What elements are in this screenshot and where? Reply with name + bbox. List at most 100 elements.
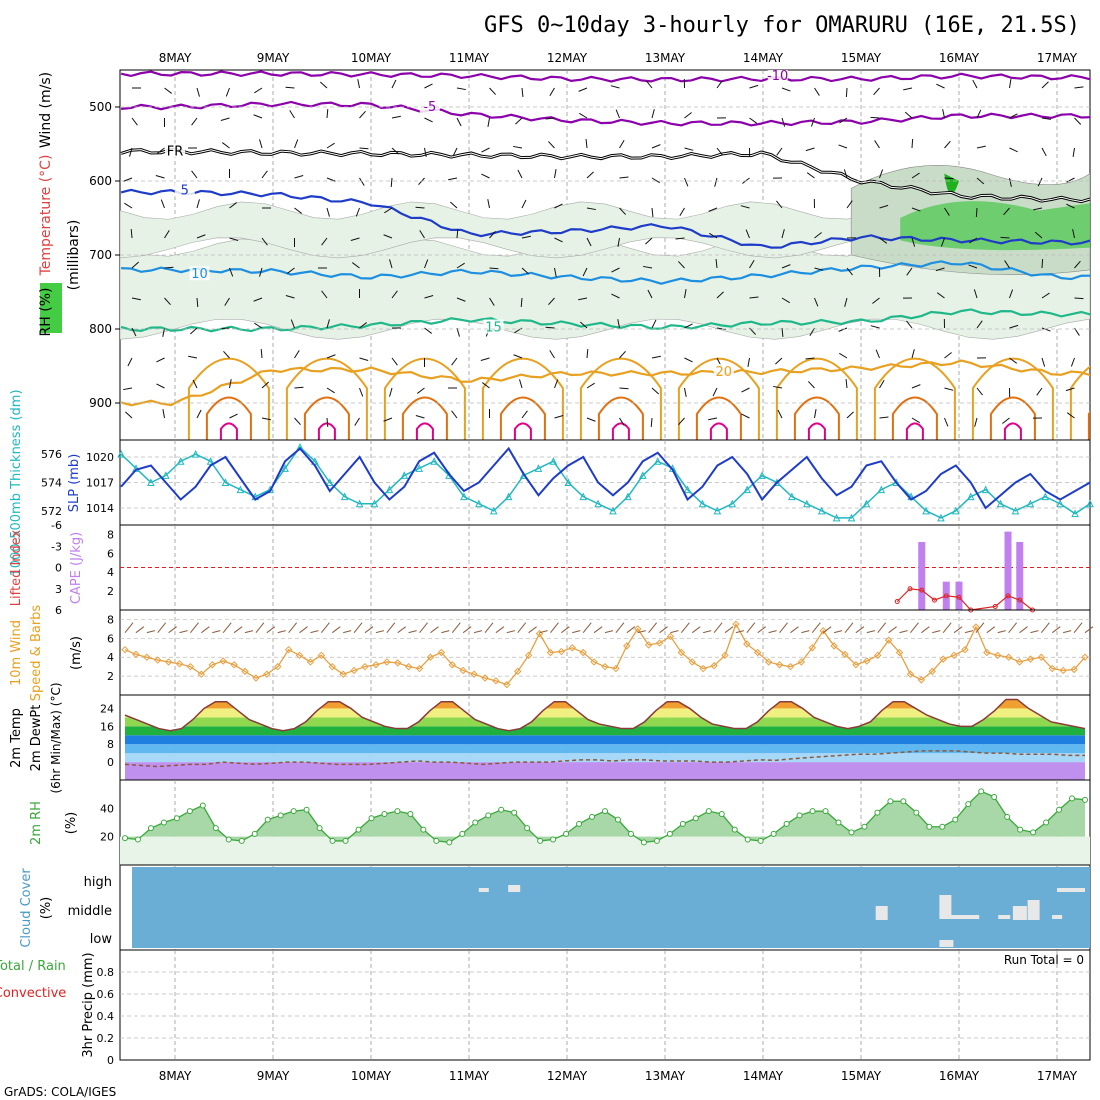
cloud-gap bbox=[1052, 915, 1063, 919]
wind-barb bbox=[1074, 297, 1084, 300]
thickness-point bbox=[117, 450, 125, 458]
isotherm-20-loop bbox=[579, 357, 662, 440]
wind-speed-point bbox=[481, 674, 489, 682]
rh-point bbox=[965, 801, 972, 808]
wind-barb-10m bbox=[899, 630, 908, 634]
isotherm-FR-inner bbox=[120, 148, 1090, 203]
rh-point bbox=[952, 816, 959, 823]
temp-tick-label: 16 bbox=[100, 720, 114, 733]
wind-barb bbox=[1041, 327, 1051, 332]
rh-point bbox=[134, 836, 141, 843]
wind-barb-10m bbox=[615, 622, 625, 633]
thickness-point bbox=[281, 464, 289, 472]
x-tick-bottom: 8MAY bbox=[159, 1069, 192, 1083]
rh-point bbox=[537, 837, 544, 844]
wind-barb bbox=[879, 416, 889, 419]
wind-speed-point bbox=[394, 659, 402, 667]
wind-barb-10m bbox=[124, 622, 134, 633]
temp-band bbox=[125, 744, 1085, 754]
slp-line bbox=[120, 446, 1091, 510]
wind-barb bbox=[969, 237, 978, 244]
wind-barb bbox=[196, 87, 200, 97]
wind-barb bbox=[357, 79, 360, 89]
wind-barb bbox=[651, 355, 661, 359]
rh-point bbox=[199, 802, 206, 809]
wind-barb bbox=[777, 409, 783, 419]
wind-speed-point bbox=[1070, 665, 1078, 674]
wind-barb bbox=[294, 350, 300, 359]
rh-point bbox=[822, 808, 829, 815]
rh-point bbox=[251, 830, 258, 837]
thickness-point bbox=[743, 485, 751, 494]
wind-barb bbox=[487, 117, 490, 127]
wind-speed-point bbox=[895, 648, 904, 657]
rh-point bbox=[744, 836, 751, 843]
contour-label-bg bbox=[165, 143, 185, 158]
wind-barb bbox=[480, 357, 490, 361]
wind-barb bbox=[451, 410, 458, 419]
wind-barb bbox=[1009, 289, 1014, 299]
wind-speed-point bbox=[1004, 653, 1013, 661]
lifted-index-line bbox=[896, 588, 1033, 611]
thickness-point bbox=[653, 457, 662, 465]
wind-barb bbox=[415, 206, 425, 209]
wind-speed-point bbox=[1015, 658, 1024, 666]
wind-barb bbox=[678, 417, 685, 426]
wind-barb-10m bbox=[964, 630, 974, 634]
wind-barb-10m bbox=[331, 626, 341, 634]
wind-barb bbox=[781, 229, 785, 239]
wind-barb bbox=[1066, 177, 1075, 183]
wind-barb bbox=[164, 266, 174, 269]
wind-barb bbox=[677, 261, 685, 269]
wind-barb bbox=[253, 114, 263, 119]
wind-barb bbox=[749, 296, 759, 299]
wind-barb bbox=[259, 139, 263, 149]
wind-barb bbox=[903, 87, 913, 91]
side-label-rh: RH (%) bbox=[38, 288, 54, 337]
wind-barb-10m bbox=[255, 622, 265, 633]
wind-barb bbox=[911, 349, 915, 359]
contour-label-bg bbox=[189, 266, 210, 281]
wind-label-1: 10m Wind bbox=[9, 620, 24, 686]
wind-barb bbox=[976, 145, 986, 149]
wind-barb bbox=[776, 147, 783, 156]
wind-barb-10m bbox=[157, 622, 167, 633]
contour-label-10: 10 bbox=[191, 267, 208, 282]
lifted-index-point bbox=[1017, 597, 1023, 603]
wind-barb-10m bbox=[277, 630, 286, 634]
wind-barb-10m bbox=[703, 630, 712, 634]
rh-point bbox=[381, 811, 388, 817]
wind-barb bbox=[776, 200, 783, 209]
rh-point bbox=[238, 837, 245, 844]
wind-barb bbox=[975, 207, 978, 218]
wind-barb bbox=[229, 413, 238, 419]
wind-barb-10m bbox=[1030, 630, 1039, 634]
cape-tick-label: 2 bbox=[107, 585, 114, 598]
wind-barb bbox=[578, 87, 588, 92]
wind-barb bbox=[805, 357, 815, 360]
wind-barb bbox=[456, 327, 460, 337]
wind-barb bbox=[911, 172, 920, 179]
wind-barb bbox=[224, 297, 230, 306]
rh-point bbox=[666, 830, 673, 837]
temp-band bbox=[125, 753, 1085, 763]
wind-barb bbox=[160, 199, 165, 209]
cape-tick-label: 6 bbox=[107, 547, 114, 560]
rh-point bbox=[524, 825, 531, 832]
wind-barb bbox=[838, 144, 848, 149]
wind-barb-10m bbox=[222, 622, 232, 633]
run-total: Run Total = 0 bbox=[1004, 953, 1084, 967]
wind-barb bbox=[870, 116, 880, 119]
x-tick-top: 15MAY bbox=[841, 51, 882, 65]
thickness-point bbox=[340, 492, 349, 501]
wind-barb bbox=[879, 169, 884, 179]
rh-point bbox=[160, 819, 167, 826]
wind-barb-10m bbox=[375, 630, 385, 634]
wind-speed-point bbox=[164, 658, 173, 666]
wind-barb bbox=[415, 415, 425, 419]
rh-point bbox=[1004, 813, 1011, 820]
wind-barb bbox=[1074, 260, 1081, 269]
wind-barb-10m bbox=[343, 630, 352, 634]
rh-point bbox=[563, 830, 570, 837]
y-tick-label: 900 bbox=[89, 396, 112, 410]
